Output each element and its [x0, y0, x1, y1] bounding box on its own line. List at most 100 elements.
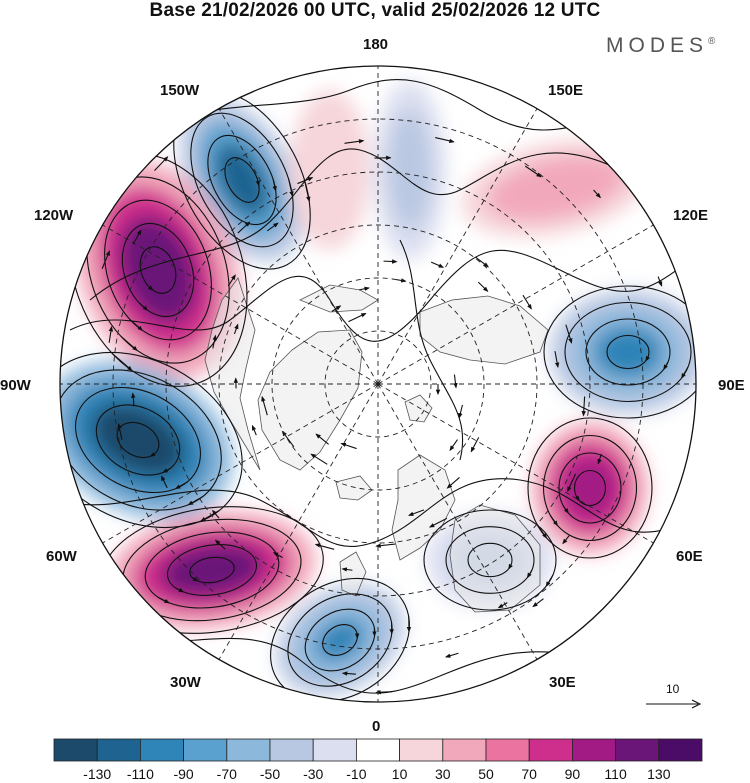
wind-vector — [314, 543, 335, 550]
colorbar — [53, 738, 703, 762]
lat-circle-80n — [324, 330, 432, 438]
vector-scale-arrow — [646, 699, 702, 709]
anomaly-field — [60, 80, 696, 696]
colorbar-swatch — [312, 738, 357, 762]
wind-vector — [212, 334, 217, 349]
colorbar-swatch — [485, 738, 530, 762]
wind-vector — [645, 355, 651, 362]
wind-vector — [341, 671, 356, 676]
lon-label-0: 0 — [372, 718, 381, 735]
british-isles-coast — [339, 551, 367, 597]
streamline-loop — [139, 246, 177, 294]
wind-vector — [175, 587, 185, 593]
colorbar-swatch — [528, 738, 573, 762]
wind-vector — [255, 179, 260, 187]
wind-vector — [261, 395, 268, 416]
wind-vector — [272, 552, 283, 558]
streamline-loop — [585, 318, 671, 386]
graticule — [60, 66, 696, 702]
streamline-loop — [144, 531, 280, 609]
streamline-loop — [270, 577, 410, 702]
wind-vector — [526, 569, 533, 579]
wind-vector — [288, 179, 294, 197]
colorbar-tick-label: 110 — [604, 766, 627, 782]
streamline-loop — [207, 134, 277, 226]
wind-vector — [358, 286, 370, 291]
colorbar-swatch — [139, 738, 184, 762]
wind-vector — [470, 437, 480, 453]
wind-vector — [593, 189, 601, 199]
colorbar-tick-label: 130 — [647, 766, 671, 782]
colorbar-tick-label: -110 — [126, 766, 154, 782]
wind-vector — [192, 576, 199, 582]
lat-circle-60n — [218, 224, 538, 544]
colorbar-tick-label: -70 — [216, 766, 237, 782]
wind-vector — [354, 633, 360, 639]
colorbar-tick-label: 90 — [564, 766, 581, 782]
wind-vector — [267, 222, 279, 232]
colorbar-swatch — [53, 738, 98, 762]
streamline-loop — [95, 404, 181, 476]
wind-vector — [132, 229, 142, 245]
wind-vector — [449, 439, 458, 452]
lon-label-150e: 150E — [548, 82, 584, 99]
streamline-loop — [423, 509, 557, 611]
wind-vector — [700, 372, 709, 387]
streamline-loop — [104, 199, 212, 341]
wind-vector — [567, 473, 577, 493]
wind-vector — [157, 596, 170, 604]
lon-label-120e: 120E — [673, 207, 709, 224]
wind-vector — [554, 351, 560, 369]
colorbar-swatch — [269, 738, 314, 762]
wind-vector — [475, 256, 490, 268]
wind-vector — [663, 361, 669, 371]
colorbar-swatch — [355, 738, 400, 762]
streamline — [399, 239, 464, 461]
colorbar-swatch — [399, 738, 444, 762]
streamline-loop — [189, 556, 235, 584]
wind-vector — [331, 305, 342, 312]
wind-vector — [237, 221, 251, 234]
wind-vector — [160, 475, 168, 489]
lon-label-30w: 30W — [170, 674, 201, 691]
wind-vector — [162, 467, 171, 473]
wind-vector — [508, 563, 513, 570]
vector-scale: 10 — [640, 682, 704, 712]
streamline-loop — [116, 421, 160, 459]
wind-vector — [562, 505, 569, 514]
colorbar-swatch — [615, 738, 660, 762]
lon-label-120w: 120W — [34, 207, 74, 224]
iceland-coast — [335, 475, 373, 501]
wind-vector — [522, 294, 532, 310]
colorbar-tick-label: 30 — [435, 766, 451, 782]
streamline — [69, 249, 691, 342]
wind-vector — [111, 352, 133, 372]
wind-vector — [174, 481, 188, 490]
streamline — [169, 79, 601, 131]
colorbar-tick-label: -30 — [303, 766, 324, 782]
colorbar-tick-label: 50 — [478, 766, 494, 782]
anomaly-high-165w-level-2 — [304, 114, 356, 226]
lon-label-60w: 60W — [46, 548, 77, 565]
wind-vector — [272, 179, 277, 192]
streamline — [89, 148, 621, 301]
anomaly-low-30w-level-3 — [315, 619, 365, 661]
lon-label-180: 180 — [363, 36, 389, 53]
wind-vector — [435, 137, 455, 143]
anomaly-high-60w-level-3 — [160, 543, 264, 597]
lon-label-30e: 30E — [549, 674, 576, 691]
wind-vector — [154, 156, 169, 172]
wind-vector — [458, 404, 463, 419]
vector-scale-label: 10 — [666, 682, 680, 696]
registered-mark: ® — [708, 36, 716, 47]
svalbard-coast — [404, 394, 433, 423]
brand-text: MODES — [606, 34, 709, 57]
wind-vector — [117, 423, 123, 440]
wind-vector — [453, 374, 458, 389]
colorbar-tick-label: 70 — [521, 766, 537, 782]
colorbar-swatch — [658, 738, 703, 762]
wind-vector — [233, 323, 239, 335]
wind-vector — [131, 392, 136, 407]
wind-vector — [545, 574, 554, 588]
wind-vector — [340, 442, 357, 450]
